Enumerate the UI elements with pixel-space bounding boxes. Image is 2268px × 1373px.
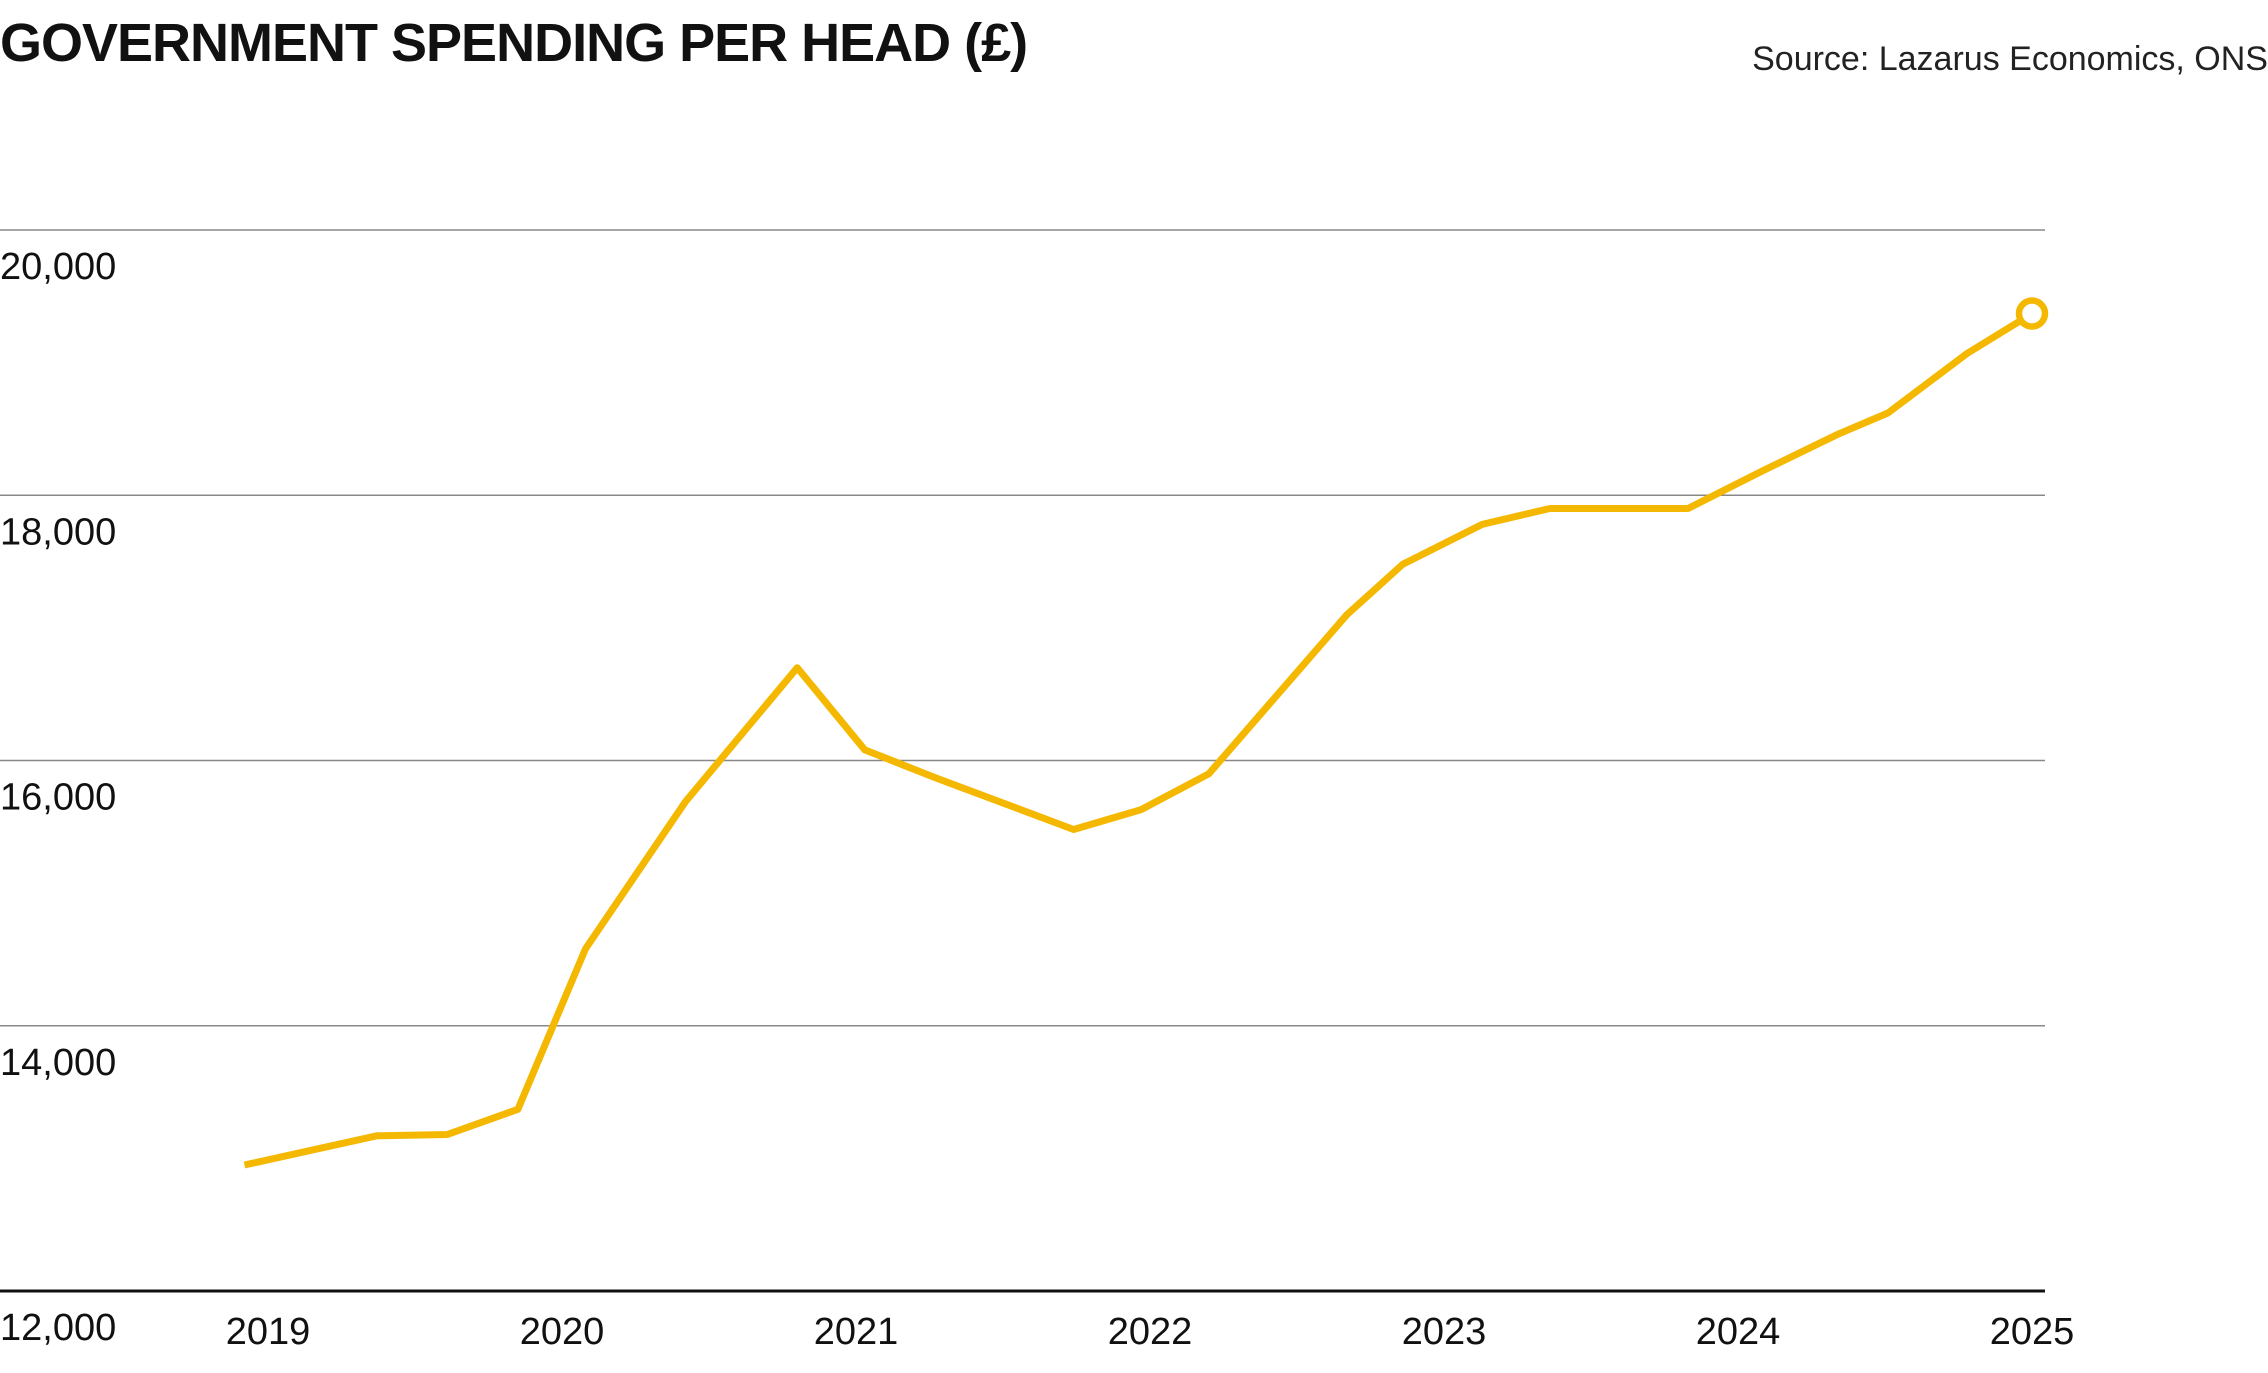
x-tick-label-2024: 2024 xyxy=(1696,1311,1781,1353)
y-tick-label-20000: 20,000 xyxy=(0,246,116,288)
y-tick-label-14000: 14,000 xyxy=(0,1042,116,1084)
y-tick-label-18000: 18,000 xyxy=(0,511,116,553)
series-end-marker xyxy=(2015,297,2049,330)
y-axis-tick-labels: 12,000 14,000 16,000 18,000 20,000 xyxy=(0,246,116,1349)
chart-source: Source: Lazarus Economics, ONS xyxy=(1752,40,2268,78)
y-tick-label-12000: 12,000 xyxy=(0,1307,116,1349)
x-tick-label-2020: 2020 xyxy=(520,1311,605,1353)
x-axis-tick-labels: 2019 2020 2021 2022 2023 2024 2025 xyxy=(226,1311,2075,1353)
x-tick-label-2023: 2023 xyxy=(1402,1311,1487,1353)
y-tick-label-16000: 16,000 xyxy=(0,777,116,819)
chart-title: GOVERNMENT SPENDING PER HEAD (£) xyxy=(0,13,1028,73)
x-tick-label-2021: 2021 xyxy=(814,1311,899,1353)
x-tick-label-2022: 2022 xyxy=(1108,1311,1193,1353)
x-tick-label-2019: 2019 xyxy=(226,1311,311,1353)
x-tick-label-2025: 2025 xyxy=(1990,1311,2075,1353)
series-layer xyxy=(243,297,2049,1169)
gridlines xyxy=(0,229,2045,1027)
series-line-0 xyxy=(243,310,2034,1169)
